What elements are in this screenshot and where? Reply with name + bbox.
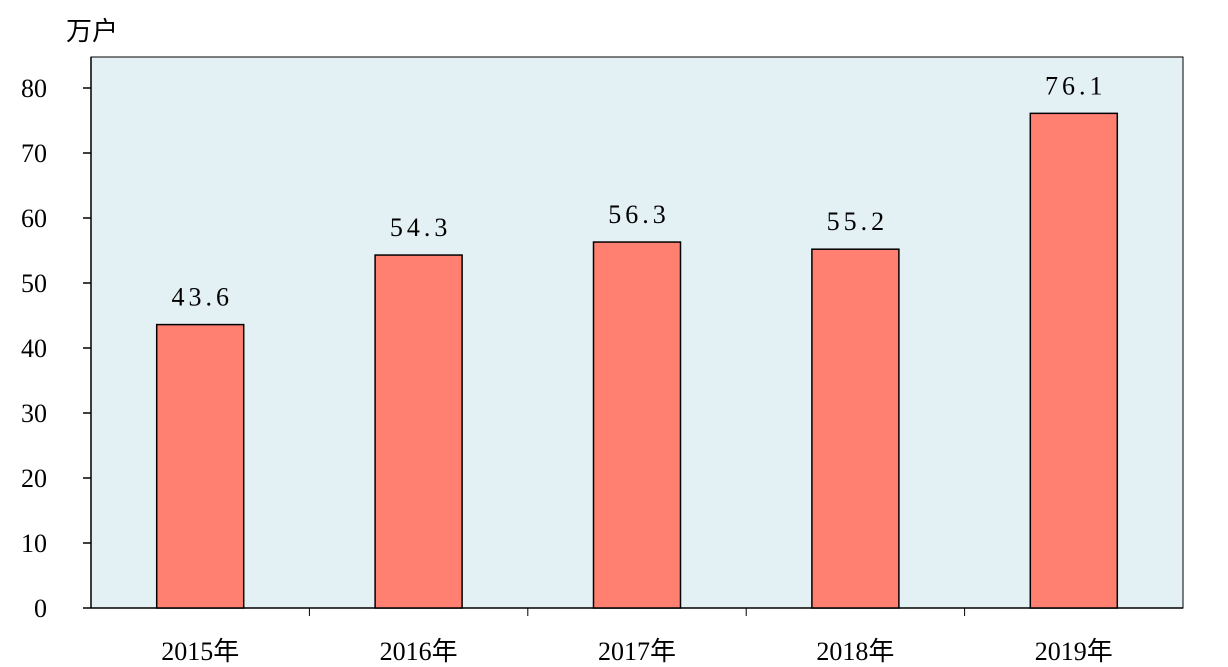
- y-tick-label: 0: [34, 594, 47, 623]
- bar-value-label: 43.6: [171, 283, 233, 312]
- bar: [155, 323, 245, 609]
- x-category-label: 2019年: [1035, 637, 1113, 666]
- bar: [592, 241, 682, 609]
- bar-value-label: 54.3: [390, 213, 452, 242]
- y-tick-label: 70: [21, 139, 47, 168]
- bar: [811, 248, 900, 609]
- y-tick-label: 80: [21, 74, 47, 103]
- x-category-label: 2015年: [161, 637, 239, 666]
- y-tick-label: 10: [21, 529, 47, 558]
- y-tick-label: 60: [21, 204, 47, 233]
- bar: [374, 254, 463, 609]
- bar-value-label: 56.3: [608, 200, 670, 229]
- x-category-label: 2017年: [598, 637, 676, 666]
- bar-value-label: 55.2: [827, 207, 889, 236]
- x-category-label: 2018年: [816, 637, 894, 666]
- y-tick-label: 40: [21, 334, 47, 363]
- y-axis-unit-label: 万户: [66, 17, 118, 46]
- y-tick-label: 30: [21, 399, 47, 428]
- y-tick-label: 50: [21, 269, 47, 298]
- bar: [1029, 112, 1119, 609]
- x-category-label: 2016年: [380, 637, 458, 666]
- y-tick-label: 20: [21, 464, 47, 493]
- bar-value-label: 76.1: [1045, 71, 1107, 100]
